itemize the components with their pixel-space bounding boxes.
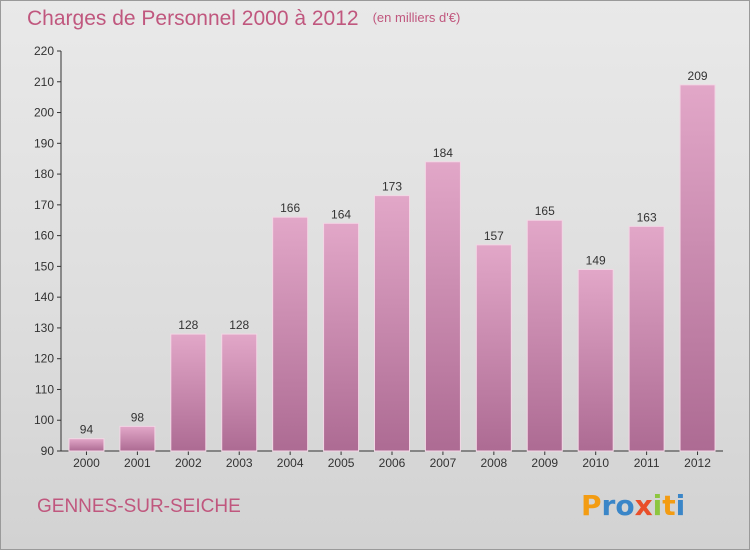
x-tick-label: 2012 xyxy=(684,456,711,470)
proxiti-logo: Proxiti xyxy=(581,489,685,522)
x-tick-label: 2000 xyxy=(73,456,100,470)
x-tick-label: 2003 xyxy=(226,456,253,470)
y-tick-label: 120 xyxy=(34,352,54,366)
bar-value-label: 157 xyxy=(484,229,504,243)
y-tick-label: 190 xyxy=(34,136,54,150)
city-name: GENNES-SUR-SEICHE xyxy=(37,496,241,517)
bar-value-label: 163 xyxy=(637,210,657,224)
bar-2002 xyxy=(170,333,207,452)
bar-2008 xyxy=(475,244,512,452)
x-tick-label: 2004 xyxy=(277,456,304,470)
y-tick-label: 210 xyxy=(34,75,54,89)
chart-bars xyxy=(68,84,716,452)
bar-value-label: 128 xyxy=(229,318,249,332)
logo-letter: t xyxy=(662,489,676,522)
y-tick-label: 160 xyxy=(34,229,54,243)
bar-2004 xyxy=(272,216,309,452)
x-tick-label: 2007 xyxy=(430,456,457,470)
bar-2007 xyxy=(424,161,461,452)
y-tick-label: 170 xyxy=(34,198,54,212)
bar-2010 xyxy=(577,268,614,452)
bar-value-label: 173 xyxy=(382,180,402,194)
bar-2009 xyxy=(526,219,563,452)
chart-title: Charges de Personnel 2000 à 2012 (en mill… xyxy=(27,7,460,31)
chart-unit: (en milliers d'€) xyxy=(372,10,461,25)
bar-value-label: 128 xyxy=(178,318,198,332)
x-tick-label: 2010 xyxy=(582,456,609,470)
x-tick-label: 2009 xyxy=(531,456,558,470)
y-tick-label: 200 xyxy=(34,106,54,120)
logo-letter: x xyxy=(634,489,653,522)
x-tick-label: 2002 xyxy=(175,456,202,470)
bar-2003 xyxy=(221,333,258,452)
x-tick-label: 2006 xyxy=(379,456,406,470)
bar-2006 xyxy=(374,195,410,452)
logo-letter: i xyxy=(675,489,686,522)
bar-value-label: 164 xyxy=(331,207,351,221)
bar-value-label: 165 xyxy=(535,204,555,218)
y-tick-label: 130 xyxy=(34,321,54,335)
bar-2001 xyxy=(119,425,156,452)
y-tick-label: 140 xyxy=(34,290,54,304)
x-tick-label: 2008 xyxy=(480,456,507,470)
bar-value-label: 166 xyxy=(280,201,300,215)
y-tick-label: 90 xyxy=(41,444,55,458)
bar-value-label: 98 xyxy=(131,410,145,424)
bar-value-label: 149 xyxy=(586,253,606,267)
y-tick-label: 220 xyxy=(34,44,54,58)
bar-2011 xyxy=(628,225,665,452)
y-tick-label: 150 xyxy=(34,259,54,273)
x-tick-label: 2001 xyxy=(124,456,151,470)
logo-letter: i xyxy=(652,489,663,522)
chart-labels: 2000 94 2001 98 2002 128 2003 128 2004 166 2005 164… xyxy=(73,69,711,470)
bar-value-label: 94 xyxy=(80,423,94,437)
logo-letter: r xyxy=(601,489,616,522)
logo-letter: P xyxy=(581,489,602,522)
bar-2005 xyxy=(323,222,360,452)
y-tick-label: 110 xyxy=(35,382,54,396)
bar-2000 xyxy=(68,438,105,452)
bar-2012 xyxy=(679,84,716,452)
chart-title-text: Charges de Personnel 2000 à 2012 xyxy=(27,7,359,30)
logo-letter: o xyxy=(615,489,635,522)
x-tick-label: 2011 xyxy=(634,456,660,470)
bar-value-label: 209 xyxy=(688,69,708,83)
y-tick-label: 180 xyxy=(34,167,54,181)
y-tick-label: 100 xyxy=(34,413,54,427)
x-tick-label: 2005 xyxy=(328,456,355,470)
bar-value-label: 184 xyxy=(433,146,453,160)
